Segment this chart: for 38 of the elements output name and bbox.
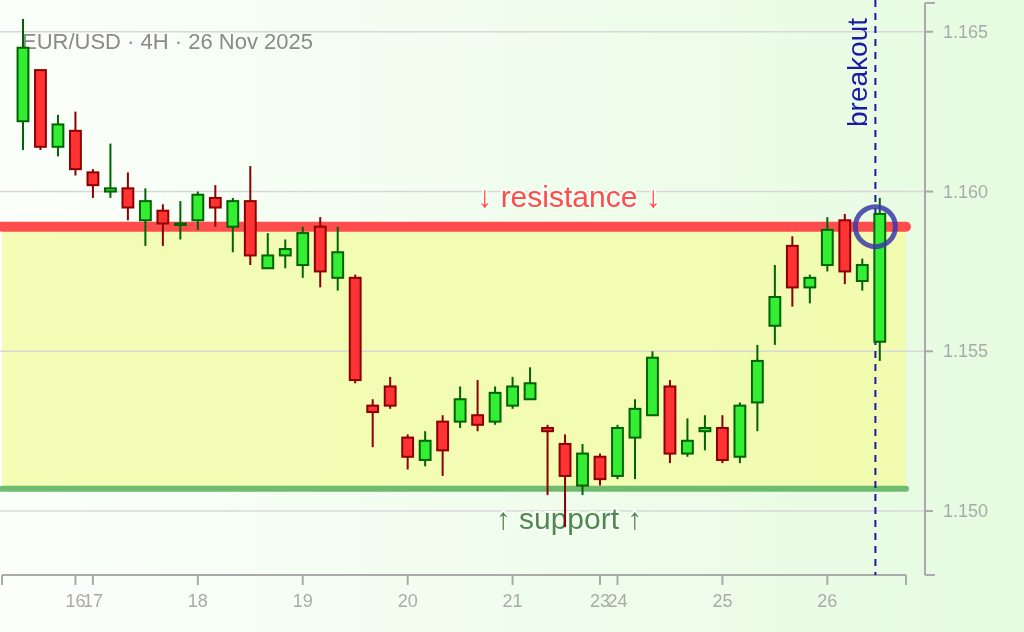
candlestick bbox=[173, 200, 187, 241]
candlestick bbox=[471, 379, 485, 433]
candlestick bbox=[453, 385, 467, 430]
text: EUR/USD · 4H · 26 Nov 2025 bbox=[22, 29, 313, 54]
y-tick-label: 1.155 bbox=[943, 341, 989, 362]
candlestick bbox=[86, 168, 100, 199]
x-tick-label: 18 bbox=[187, 591, 208, 611]
candlestick bbox=[855, 257, 869, 292]
x-tick-label: 25 bbox=[712, 591, 733, 611]
candlestick bbox=[523, 366, 537, 401]
candlestick bbox=[261, 232, 275, 270]
x-tick-label: 19 bbox=[292, 591, 313, 611]
candlestick bbox=[593, 452, 607, 487]
x-tick-label: 21 bbox=[502, 591, 523, 611]
x-tick-label: 20 bbox=[397, 591, 418, 611]
x-tick-label: 26 bbox=[817, 591, 838, 611]
candlestick bbox=[278, 238, 292, 270]
annotation: breakout bbox=[842, 17, 874, 127]
candlestick bbox=[541, 423, 554, 497]
candlestick bbox=[698, 414, 712, 452]
ref-line-label: ↓ resistance ↓ bbox=[477, 179, 661, 213]
candlestick bbox=[51, 113, 65, 158]
candlestick bbox=[208, 184, 222, 228]
candlestick bbox=[138, 187, 152, 247]
candlestick bbox=[681, 417, 694, 458]
candlestick bbox=[103, 142, 117, 199]
candlestick bbox=[156, 203, 170, 247]
candlestick bbox=[803, 273, 817, 305]
y-tick-label: 1.165 bbox=[943, 21, 989, 42]
candlestick bbox=[506, 375, 519, 410]
candlestick bbox=[401, 433, 415, 471]
candlestick bbox=[418, 430, 432, 468]
candlestick bbox=[366, 398, 380, 449]
y-tick-label: 1.150 bbox=[943, 501, 989, 522]
candlestick bbox=[383, 375, 397, 410]
y-tick-label: 1.160 bbox=[943, 181, 989, 202]
x-tick-label: 16 bbox=[65, 591, 86, 611]
candlestick bbox=[121, 171, 135, 222]
